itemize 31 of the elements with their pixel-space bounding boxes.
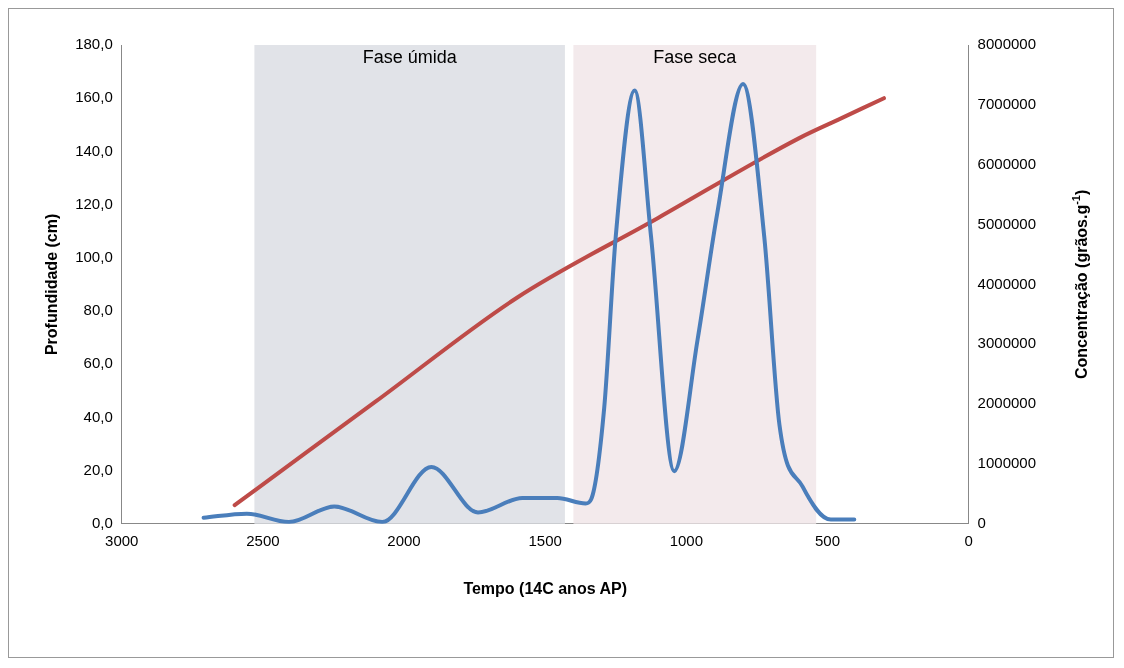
- y-tick-label: 40,0: [83, 407, 113, 425]
- y-tick-label: 80,0: [83, 301, 113, 319]
- y2-tick-label: 8000000: [977, 35, 1037, 53]
- y-tick-label: 120,0: [75, 194, 113, 212]
- y-tick-label: 0,0: [91, 513, 113, 531]
- y-tick-label: 180,0: [75, 35, 113, 53]
- x-tick-label: 2000: [387, 531, 421, 549]
- y2-tick-label: 3000000: [977, 334, 1037, 352]
- band-label: Fase úmida: [362, 46, 458, 67]
- y2-tick-label: 6000000: [977, 154, 1037, 172]
- y2-tick-label: 2000000: [977, 394, 1037, 412]
- y-tick-label: 140,0: [75, 141, 113, 159]
- x-tick-label: 500: [814, 531, 840, 549]
- x-tick-label: 2500: [246, 531, 280, 549]
- x-axis-title: Tempo (14C anos AP): [463, 579, 627, 597]
- y-tick-label: 20,0: [83, 460, 113, 478]
- y2-tick-label: 4000000: [977, 274, 1037, 292]
- band-label: Fase seca: [653, 46, 738, 67]
- x-tick-label: 1500: [528, 531, 562, 549]
- y-tick-label: 100,0: [75, 247, 113, 265]
- x-tick-label: 0: [964, 531, 973, 549]
- y2-tick-label: 5000000: [977, 214, 1037, 232]
- y-axis-title: Profundidade (cm): [43, 213, 61, 356]
- y2-tick-label: 0: [977, 513, 986, 531]
- x-tick-label: 3000: [105, 531, 139, 549]
- y2-axis-title: Concentração (grãos.g-1): [1070, 189, 1091, 380]
- y2-tick-label: 7000000: [977, 94, 1037, 112]
- y-tick-label: 160,0: [75, 88, 113, 106]
- y2-tick-label: 1000000: [977, 454, 1037, 472]
- x-tick-label: 1000: [669, 531, 703, 549]
- y-tick-label: 60,0: [83, 354, 113, 372]
